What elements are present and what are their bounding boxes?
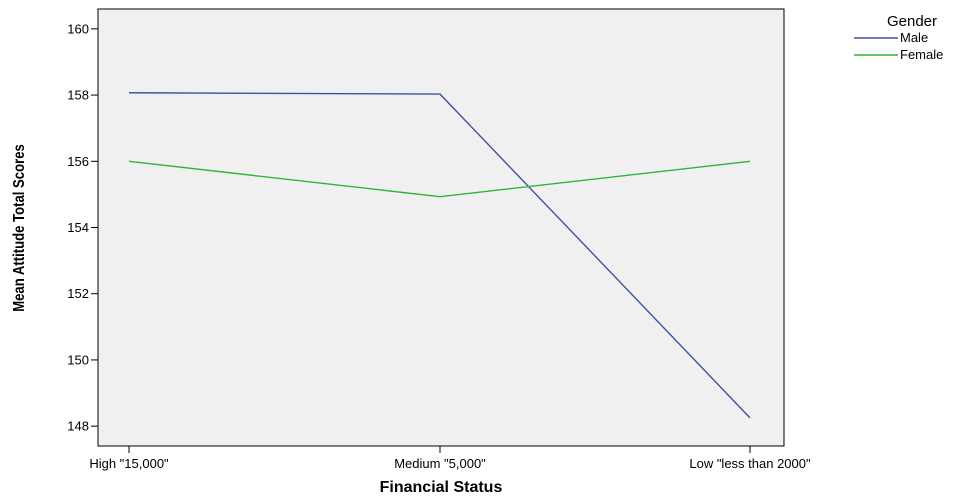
series-line-female <box>128 160 751 198</box>
legend-title: Gender <box>887 13 937 30</box>
y-tick-label: 160 <box>67 21 89 36</box>
x-axis: High "15,000" Medium "5,000" Low "less tha… <box>89 446 811 471</box>
y-axis-title: Mean Attitude Total Scores <box>11 144 28 312</box>
legend-label-male: Male <box>900 30 928 45</box>
series-line-male <box>128 92 751 419</box>
y-tick-label: 154 <box>67 220 89 235</box>
y-axis: 148 150 152 154 156 158 160 <box>67 21 98 434</box>
series-layer <box>128 92 751 419</box>
y-tick-label: 158 <box>67 88 89 103</box>
x-tick-label: Low "less than 2000" <box>689 456 811 471</box>
x-tick-label: High "15,000" <box>89 456 169 471</box>
legend-label-female: Female <box>900 47 943 62</box>
y-tick-label: 150 <box>67 352 89 367</box>
y-tick-label: 156 <box>67 154 89 169</box>
legend-items: Male Female <box>854 30 943 62</box>
plot-area <box>97 8 785 447</box>
x-axis-title: Financial Status <box>380 479 503 496</box>
legend: Gender Male Female <box>854 13 943 62</box>
x-tick-label: Medium "5,000" <box>394 456 486 471</box>
y-tick-label: 148 <box>67 419 89 434</box>
y-tick-label: 152 <box>67 286 89 301</box>
